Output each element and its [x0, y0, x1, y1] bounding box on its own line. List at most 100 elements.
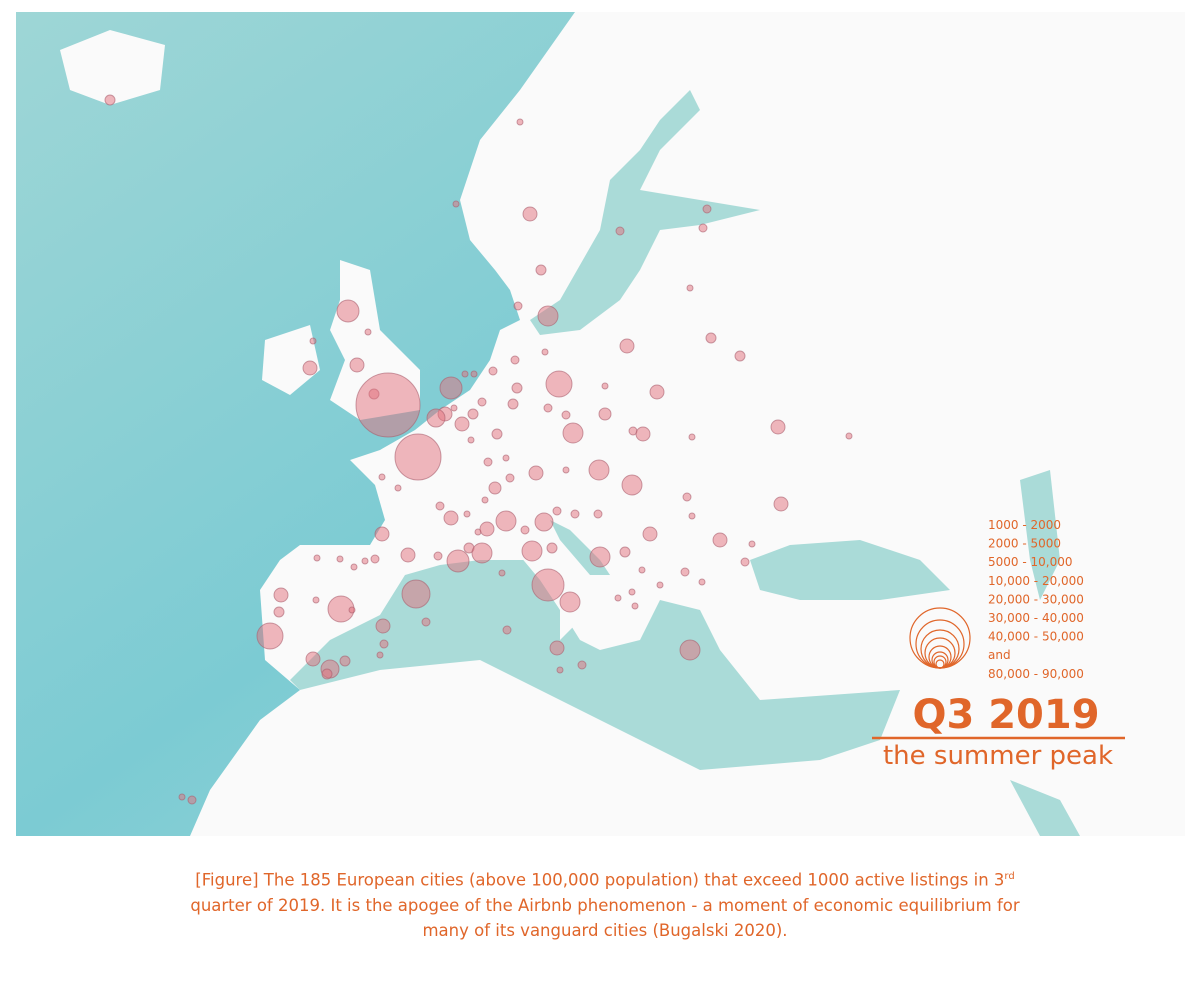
city-bubble: [435, 501, 445, 511]
city-bubble: [705, 332, 717, 344]
map: 1000 - 2000 2000 - 5000 5000 - 10,000 10,00…: [16, 12, 1185, 836]
city-bubble: [740, 557, 750, 567]
city-bubble: [614, 594, 622, 602]
city-bubble: [467, 436, 475, 444]
city-bubble: [688, 433, 696, 441]
city-bubble: [488, 481, 502, 495]
city-bubble: [619, 338, 635, 354]
subtitle: the summer peak: [883, 741, 1113, 771]
legend-circle: [935, 659, 945, 669]
city-bubble: [522, 206, 538, 222]
city-bubble: [680, 567, 690, 577]
city-bubble: [537, 305, 559, 327]
city-bubble: [698, 223, 708, 233]
city-bubble: [528, 465, 544, 481]
city-bubble: [104, 94, 116, 106]
inner-seas: [290, 90, 1080, 836]
city-bubble: [621, 474, 643, 496]
city-bubble: [507, 398, 519, 410]
city-bubble: [535, 264, 547, 276]
ireland: [262, 325, 320, 395]
city-bubble: [461, 370, 469, 378]
city-bubble: [378, 473, 386, 481]
city-bubble: [361, 557, 369, 565]
gulf: [1010, 780, 1080, 836]
city-bubble: [394, 484, 402, 492]
legend-label: 2000 - 5000: [988, 537, 1061, 551]
city-bubble: [698, 578, 706, 586]
city-bubble: [734, 350, 746, 362]
city-bubble: [467, 408, 479, 420]
city-bubble: [178, 793, 186, 801]
city-bubble: [577, 660, 587, 670]
city-bubble: [454, 416, 470, 432]
city-bubble: [642, 526, 658, 542]
city-bubble: [374, 526, 390, 542]
city-bubble: [534, 512, 554, 532]
city-bubble: [549, 640, 565, 656]
city-bubble: [471, 542, 493, 564]
city-bubble: [433, 551, 443, 561]
city-bubble: [370, 554, 380, 564]
city-bubble: [589, 546, 611, 568]
city-bubble: [562, 466, 570, 474]
legend-label: 80,000 - 90,000: [988, 667, 1084, 681]
city-bubble: [349, 357, 365, 373]
city-bubble: [638, 566, 646, 574]
city-bubble: [502, 625, 512, 635]
city-bubble: [187, 795, 197, 805]
city-bubble: [446, 549, 470, 573]
city-bubble: [305, 651, 321, 667]
city-bubble: [355, 372, 421, 438]
city-bubble: [615, 226, 625, 236]
legend-circles: [909, 607, 971, 669]
city-bubble: [770, 419, 786, 435]
legend-label: 30,000 - 40,000: [988, 611, 1084, 625]
city-bubble: [348, 606, 356, 614]
city-bubble: [379, 639, 389, 649]
legend-label: and: [988, 648, 1011, 662]
city-bubble: [682, 492, 692, 502]
city-bubble: [273, 606, 285, 618]
city-bubble: [336, 555, 344, 563]
city-bubble: [505, 473, 515, 483]
city-bubble: [443, 510, 459, 526]
legend: 1000 - 2000 2000 - 5000 5000 - 10,000 10,00…: [988, 518, 1084, 681]
caption-sup: rd: [1004, 871, 1015, 882]
city-bubble: [491, 428, 503, 440]
city-bubble: [593, 509, 603, 519]
city-bubble: [256, 622, 284, 650]
city-bubble: [439, 376, 463, 400]
city-bubble: [570, 509, 580, 519]
caspian: [1020, 470, 1060, 600]
city-bubble: [543, 403, 553, 413]
city-bubble: [488, 366, 498, 376]
city-bubble: [477, 397, 487, 407]
city-bubble: [649, 384, 665, 400]
city-bubble: [481, 496, 489, 504]
title: Q3 2019: [912, 692, 1099, 738]
city-bubble: [309, 337, 317, 345]
city-bubble: [364, 328, 372, 336]
city-bubble: [559, 591, 581, 613]
city-bubble: [679, 639, 701, 661]
city-bubble: [541, 348, 549, 356]
city-bubble: [562, 422, 584, 444]
city-bubble: [561, 410, 571, 420]
iceland: [60, 30, 165, 105]
city-bubble: [470, 370, 478, 378]
city-bubble: [273, 587, 289, 603]
mediterranean: [290, 560, 900, 770]
legend-label: 10,000 - 20,000: [988, 574, 1084, 588]
city-bubble: [712, 532, 728, 548]
baltic: [530, 90, 760, 335]
city-bubble: [531, 568, 565, 602]
city-bubble: [511, 382, 523, 394]
city-bubble: [520, 525, 530, 535]
city-bubble: [483, 457, 493, 467]
city-bubble: [588, 459, 610, 481]
city-bubble: [635, 426, 651, 442]
city-bubble: [686, 284, 694, 292]
city-bubble: [479, 521, 495, 537]
